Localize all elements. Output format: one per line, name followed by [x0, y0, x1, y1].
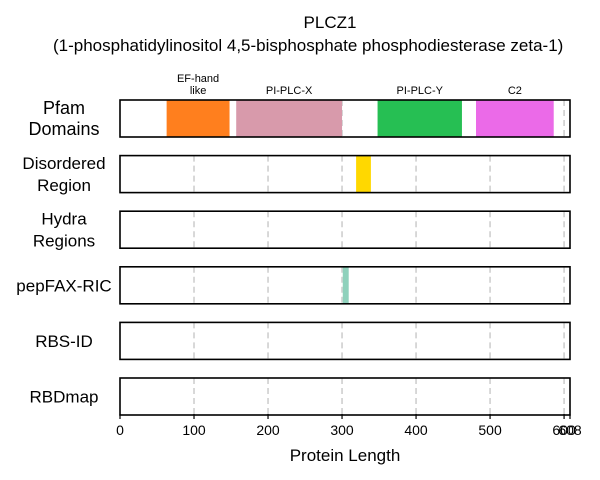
track-label-pepfax-ric: pepFAX-RIC [16, 276, 111, 295]
domain-label-pi-plc-x: PI-PLC-X [266, 85, 313, 97]
domain-label-ef-hand-like: EF-hand like [177, 73, 219, 97]
track-frame [119, 154, 571, 194]
chart-subtitle: (1-phosphatidylinositol 4,5-bisphosphate… [53, 36, 563, 55]
x-tick-label: 500 [478, 422, 502, 438]
segment-c2 [476, 100, 554, 137]
track-label-rbs-id: RBS-ID [35, 332, 93, 351]
x-tick-label: 100 [182, 422, 206, 438]
segment-ef-hand-like [166, 100, 230, 137]
segment-pepfax-ric-region [342, 267, 349, 304]
track-frame [119, 321, 571, 361]
x-axis-label: Protein Length [290, 446, 401, 465]
x-tick-label: 300 [330, 422, 354, 438]
track-label-disordered-region: Disordered Region [22, 154, 105, 195]
x-tick-label: 608 [558, 422, 582, 438]
track-frame [119, 265, 571, 305]
track-frame [119, 377, 571, 416]
segment-pi-plc-y [377, 100, 462, 137]
track-disordered-region: Disordered Region [22, 154, 571, 195]
track-label-rbdmap: RBDmap [30, 388, 99, 407]
segment-disordered-region-region [356, 156, 371, 193]
track-frame [119, 210, 571, 249]
track-label-hydra-regions: Hydra Regions [33, 210, 95, 251]
x-tick-label: 600 [552, 422, 576, 438]
track-pfam-domains: EF-hand like PI-PLC-X PI-PLC-Y C2 Pfam Domains [28, 73, 571, 139]
segment-pi-plc-x [236, 100, 343, 137]
chart-title: PLCZ1 [304, 13, 357, 32]
track-hydra-regions: Hydra Regions [33, 210, 571, 251]
track-rbs-id: RBS-ID [35, 321, 571, 361]
track-frame [119, 99, 571, 138]
x-tick-label: 200 [256, 422, 280, 438]
domain-label-c2: C2 [508, 85, 522, 97]
x-tick-label: 0 [116, 422, 124, 438]
track-label-pfam-domains: Pfam Domains [28, 98, 99, 139]
tracks-group: EF-hand like PI-PLC-X PI-PLC-Y C2 Pfam Domains… [16, 73, 571, 416]
track-pepfax-ric: pepFAX-RIC [16, 265, 571, 305]
x-tick-label: 400 [404, 422, 428, 438]
track-rbdmap: RBDmap [30, 377, 571, 416]
domain-label-pi-plc-y: PI-PLC-Y [397, 85, 444, 97]
